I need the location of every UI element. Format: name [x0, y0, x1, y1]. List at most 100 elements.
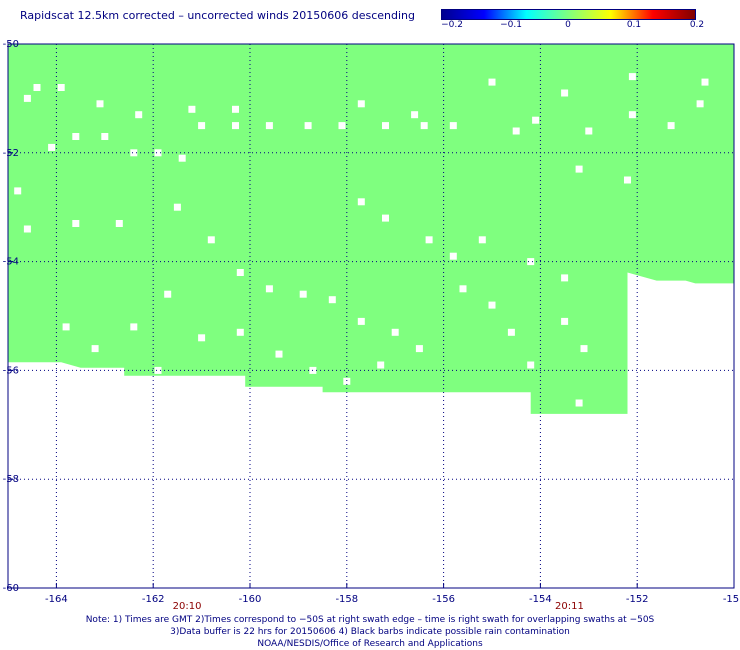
no-data-gap: [488, 78, 496, 86]
no-data-gap: [198, 334, 206, 342]
no-data-gap: [561, 274, 569, 282]
swath-area: [8, 44, 734, 414]
no-data-gap: [265, 285, 273, 293]
no-data-gap: [507, 328, 515, 336]
no-data-gap: [696, 100, 704, 108]
no-data-gap: [420, 122, 428, 130]
no-data-gap: [232, 122, 239, 130]
x-tick-label: -15: [723, 594, 739, 605]
no-data-gap: [154, 366, 162, 374]
no-data-gap: [343, 377, 351, 385]
colorbar-label: 0.2: [689, 20, 705, 30]
no-data-gap: [338, 122, 346, 130]
no-data-gap: [328, 296, 336, 304]
no-data-gap: [275, 350, 283, 358]
no-data-gap: [585, 127, 593, 135]
plot-frame: [7, 43, 735, 589]
no-data-gap: [178, 154, 186, 162]
no-data-gap: [164, 290, 172, 298]
y-tick-label: -60: [3, 583, 19, 594]
y-tick-label: -54: [3, 257, 19, 268]
no-data-gap: [701, 78, 709, 86]
no-data-gap: [72, 133, 80, 140]
no-data-gap: [115, 220, 123, 227]
x-tick-label: -162: [142, 594, 165, 605]
no-data-gap: [415, 345, 423, 353]
no-data-gap: [357, 198, 365, 206]
y-tick-label: -50: [3, 39, 19, 50]
colorbar-label: 0: [565, 20, 571, 30]
no-data-gap: [23, 225, 31, 233]
x-tick-label: -160: [239, 594, 262, 605]
no-data-gap: [575, 165, 583, 173]
no-data-gap: [449, 252, 457, 260]
no-data-gap: [14, 187, 22, 195]
no-data-gap: [130, 149, 138, 157]
no-data-gap: [236, 328, 244, 336]
no-data-gap: [628, 111, 636, 119]
chart-title: Rapidscat 12.5km corrected – uncorrected…: [20, 9, 416, 22]
x-tick-label: -154: [529, 594, 552, 605]
footnote-line-1: Note: 1) Times are GMT 2)Times correspon…: [85, 615, 655, 625]
x-tick-label: -164: [45, 594, 68, 605]
y-tick-label: -52: [3, 148, 19, 159]
time-label: 20:10: [173, 601, 202, 612]
no-data-gap: [628, 73, 636, 81]
no-data-gap: [561, 89, 569, 97]
no-data-gap: [188, 105, 196, 113]
no-data-gap: [232, 105, 239, 113]
no-data-gap: [72, 220, 80, 227]
no-data-gap: [154, 149, 162, 157]
no-data-gap: [459, 285, 467, 293]
x-tick-label: -156: [432, 594, 455, 605]
no-data-gap: [624, 176, 631, 184]
no-data-gap: [48, 143, 56, 151]
no-data-gap: [357, 100, 365, 108]
no-data-gap: [382, 122, 389, 130]
colorbar: [441, 9, 696, 20]
no-data-gap: [33, 84, 41, 91]
y-tick-label: -58: [3, 474, 19, 485]
time-label: 20:11: [555, 601, 584, 612]
no-data-gap: [299, 290, 307, 298]
x-tick-label: -152: [626, 594, 649, 605]
no-data-gap: [57, 84, 65, 91]
no-data-gap: [198, 122, 206, 130]
colorbar-label: −0.1: [500, 20, 522, 30]
no-data-gap: [527, 258, 535, 266]
no-data-gap: [62, 323, 70, 331]
no-data-gap: [377, 361, 385, 369]
no-data-gap: [449, 122, 457, 130]
no-data-gap: [667, 122, 675, 130]
no-data-gap: [580, 345, 588, 353]
no-data-gap: [575, 399, 583, 407]
no-data-gap: [23, 94, 31, 102]
no-data-gap: [91, 345, 99, 353]
no-data-gap: [135, 111, 143, 119]
no-data-gap: [561, 317, 569, 325]
no-data-gap: [391, 328, 399, 336]
footnote-line-2: 3)Data buffer is 22 hrs for 20150606 4) …: [170, 627, 570, 637]
no-data-gap: [207, 236, 215, 244]
y-tick-label: -56: [3, 365, 19, 376]
no-data-gap: [265, 122, 273, 130]
no-data-gap: [532, 116, 540, 124]
no-data-gap: [527, 361, 535, 369]
colorbar-label: 0.1: [626, 20, 642, 30]
no-data-gap: [173, 203, 181, 211]
no-data-gap: [488, 301, 496, 309]
no-data-gap: [130, 323, 138, 331]
x-tick-label: -158: [335, 594, 358, 605]
no-data-gap: [357, 317, 365, 325]
no-data-gap: [236, 269, 244, 276]
no-data-gap: [101, 133, 109, 140]
no-data-gap: [411, 111, 419, 119]
colorbar-label: −0.2: [441, 20, 463, 30]
no-data-gap: [425, 236, 433, 244]
no-data-gap: [382, 214, 389, 222]
no-data-gap: [478, 236, 486, 244]
footnote-line-3: NOAA/NESDIS/Office of Research and Appli…: [257, 639, 483, 649]
no-data-gap: [512, 127, 520, 135]
no-data-gap: [304, 122, 312, 130]
